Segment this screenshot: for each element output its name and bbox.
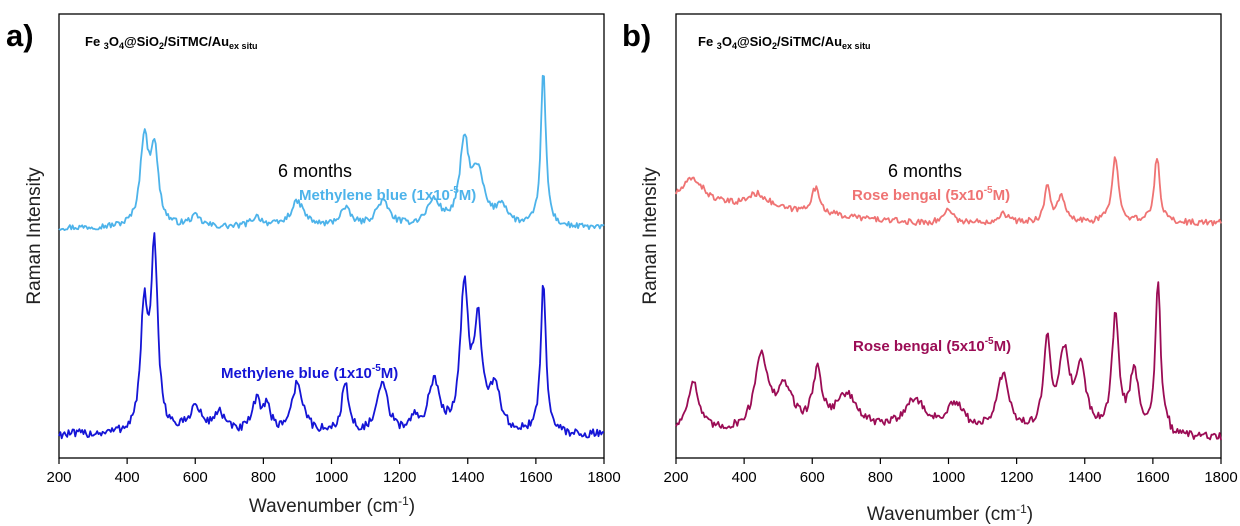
panel-b-x-tick-label: 1000 — [932, 469, 965, 486]
panel-a-series-2-line — [58, 232, 605, 440]
panel-a-x-tick-label: 1200 — [383, 469, 416, 486]
panel-b-annotation: 6 months — [888, 161, 962, 181]
panel-a-x-tick-label: 200 — [46, 469, 71, 486]
panel-a-x-tick-label: 400 — [115, 469, 140, 486]
panel-b-y-axis-title: Raman Intensity — [640, 167, 661, 305]
panel-b-series-2-line — [675, 281, 1222, 441]
panel-a-y-axis-title: Raman Intensity — [24, 167, 45, 305]
panel-a-x-axis-title: Wavenumber (cm-1) — [249, 494, 415, 517]
panel-b-series-1-line — [675, 156, 1222, 227]
panel-b-x-tick-label: 800 — [868, 469, 893, 486]
panel-a-x-tick-label: 1800 — [587, 469, 620, 486]
panel-b-x-tick-label: 1600 — [1136, 469, 1169, 486]
panel-a-x-tick-label: 800 — [251, 469, 276, 486]
panel-a-series-2-label: Methylene blue (1x10-5M) — [221, 363, 398, 382]
panel-a-x-tick-label: 1600 — [519, 469, 552, 486]
panel-b-sample-base: Fe — [698, 34, 713, 49]
panel-b-x-tick-label: 600 — [800, 469, 825, 486]
panel-a-sample-base: Fe — [85, 34, 100, 49]
panel-b-x-tick-label: 1400 — [1068, 469, 1101, 486]
panel-b-x-tick-label: 200 — [663, 469, 688, 486]
panel-b-sample-label: Fe 3O4@SiO2/SiTMC/Auex situ — [698, 34, 871, 51]
panel-b-x-tick-label: 1200 — [1000, 469, 1033, 486]
panel-a: a) Fe 3O4@SiO2/SiTMC/Auex situ 6 months … — [6, 13, 621, 517]
panel-a-x-tick-label: 1000 — [315, 469, 348, 486]
panel-b-letter: b) — [622, 18, 651, 53]
panel-b: b) Fe 3O4@SiO2/SiTMC/Auex situ 6 months … — [622, 13, 1238, 525]
panel-b-x-axis-title: Wavenumber (cm-1) — [867, 502, 1033, 525]
panel-b-series-1-label: Rose bengal (5x10-5M) — [852, 185, 1010, 204]
panel-a-x-tick-label: 600 — [183, 469, 208, 486]
panel-b-x-tick-label: 400 — [732, 469, 757, 486]
panel-a-frame — [58, 13, 605, 459]
panel-a-series-1-line — [58, 74, 605, 231]
panel-b-series-2-label: Rose bengal (5x10-5M) — [853, 336, 1011, 355]
panel-a-annotation: 6 months — [278, 161, 352, 181]
panel-a-x-tick-label: 1400 — [451, 469, 484, 486]
panel-b-x-tick-label: 1800 — [1204, 469, 1237, 486]
panel-a-series-1-label: Methylene blue (1x10-5M) — [299, 185, 476, 204]
panel-a-sample-label: Fe 3O4@SiO2/SiTMC/Auex situ — [85, 34, 258, 51]
panel-a-letter: a) — [6, 18, 34, 53]
